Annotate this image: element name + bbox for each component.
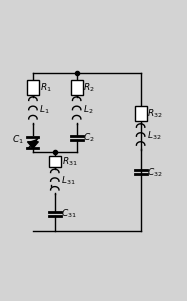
Bar — [49, 156, 61, 167]
Bar — [71, 80, 83, 95]
Bar — [135, 106, 147, 121]
Text: $C_{31}$: $C_{31}$ — [61, 207, 76, 220]
Text: $L_1$: $L_1$ — [39, 104, 49, 116]
Text: $L_2$: $L_2$ — [83, 104, 93, 116]
Text: $L_{32}$: $L_{32}$ — [147, 130, 161, 142]
Text: $R_{32}$: $R_{32}$ — [147, 107, 163, 120]
Text: $R_1$: $R_1$ — [40, 81, 52, 94]
Text: $L_{31}$: $L_{31}$ — [61, 175, 75, 188]
Text: $R_2$: $R_2$ — [83, 81, 95, 94]
Polygon shape — [27, 142, 38, 148]
Text: $C_1$: $C_1$ — [12, 133, 24, 146]
Bar — [27, 80, 39, 95]
Text: $R_{31}$: $R_{31}$ — [62, 155, 77, 168]
Text: $C_{32}$: $C_{32}$ — [147, 166, 162, 178]
Text: $C_2$: $C_2$ — [83, 132, 95, 144]
